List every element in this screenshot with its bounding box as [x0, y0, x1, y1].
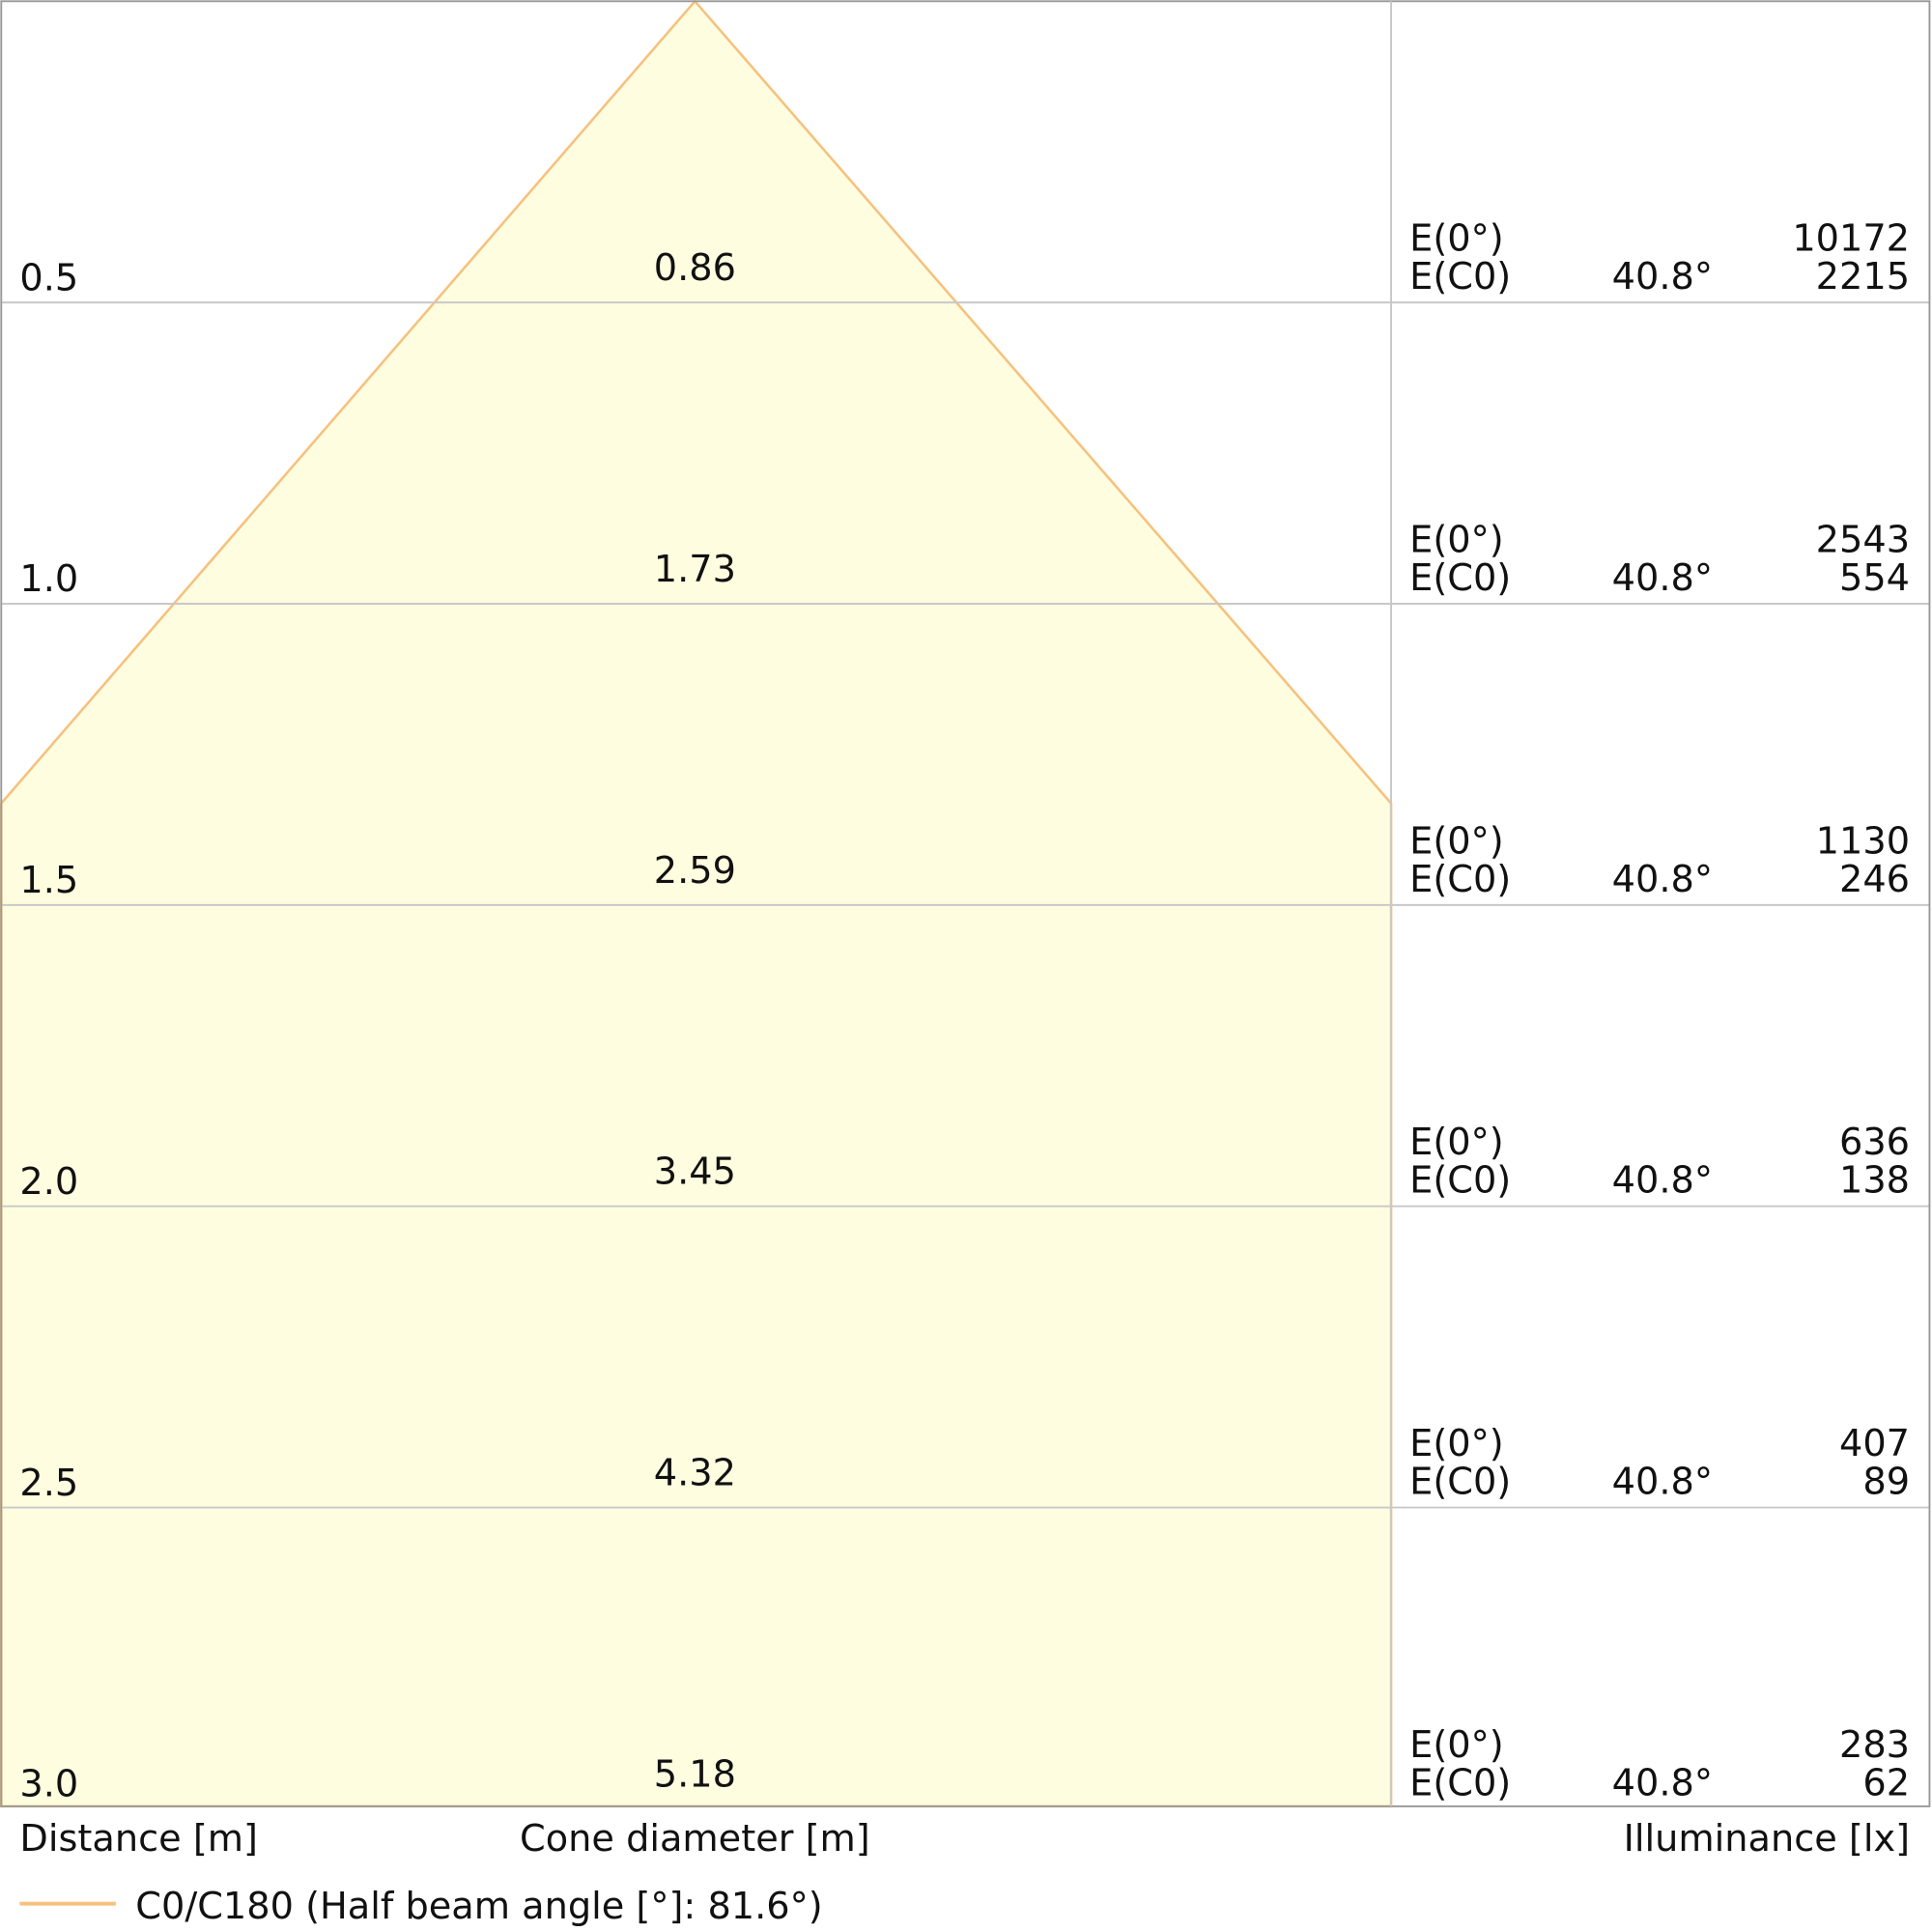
e0-value: 2543 [1816, 518, 1910, 561]
chart-frame [0, 0, 1931, 1807]
legend-label: C0/C180 (Half beam angle [°]: 81.6°) [135, 1885, 822, 1928]
distance-label: 2.0 [19, 1160, 78, 1204]
e0-label: E(0°) [1409, 217, 1503, 261]
angle-label: 40.8° [1612, 1461, 1713, 1504]
ec0-value: 89 [1862, 1461, 1910, 1504]
e0-label: E(0°) [1409, 1121, 1503, 1164]
distance-axis-label: Distance [m] [19, 1817, 258, 1861]
ec0-value: 138 [1839, 1159, 1910, 1203]
distance-label: 1.5 [19, 859, 78, 902]
ec0-label: E(C0) [1409, 1461, 1511, 1504]
diameter-label: 2.59 [654, 849, 736, 893]
distance-label: 3.0 [19, 1763, 78, 1806]
diameter-label: 3.45 [654, 1151, 736, 1194]
angle-label: 40.8° [1612, 556, 1713, 600]
ec0-value: 62 [1862, 1761, 1910, 1804]
diameter-label: 1.73 [654, 548, 736, 591]
e0-value: 636 [1839, 1121, 1910, 1164]
e0-value: 407 [1839, 1422, 1910, 1465]
ec0-value: 246 [1839, 858, 1910, 901]
cone-diameter-axis-label: Cone diameter [m] [520, 1817, 870, 1861]
e0-label: E(0°) [1409, 518, 1503, 561]
ec0-label: E(C0) [1409, 556, 1511, 600]
diameter-label: 5.18 [654, 1752, 736, 1796]
e0-label: E(0°) [1409, 1723, 1503, 1767]
ec0-value: 554 [1839, 556, 1910, 600]
illuminance-axis-label: Illuminance [lx] [1624, 1817, 1910, 1861]
e0-label: E(0°) [1409, 819, 1503, 863]
ec0-value: 2215 [1816, 255, 1910, 298]
angle-label: 40.8° [1612, 255, 1713, 298]
distance-label: 0.5 [19, 256, 78, 299]
diameter-label: 0.86 [654, 246, 736, 290]
e0-value: 1130 [1816, 819, 1910, 863]
angle-label: 40.8° [1612, 1159, 1713, 1203]
distance-label: 2.5 [19, 1462, 78, 1505]
distance-label: 1.0 [19, 557, 78, 601]
angle-label: 40.8° [1612, 858, 1713, 901]
ec0-label: E(C0) [1409, 255, 1511, 298]
ec0-label: E(C0) [1409, 858, 1511, 901]
e0-value: 10172 [1792, 217, 1910, 261]
ec0-label: E(C0) [1409, 1159, 1511, 1203]
e0-label: E(0°) [1409, 1422, 1503, 1465]
ec0-label: E(C0) [1409, 1761, 1511, 1804]
diameter-label: 4.32 [654, 1452, 736, 1495]
angle-label: 40.8° [1612, 1761, 1713, 1804]
e0-value: 283 [1839, 1723, 1910, 1767]
